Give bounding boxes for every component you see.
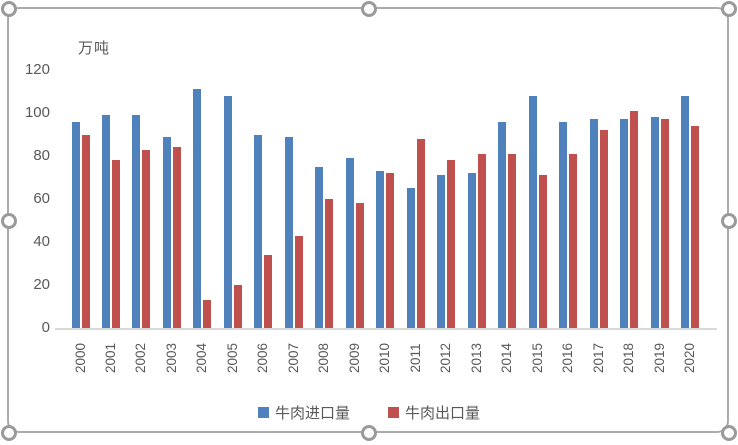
- bar-牛肉进口量-2018[interactable]: [620, 119, 629, 328]
- y-axis-tick-label: 80: [33, 147, 50, 164]
- bar-牛肉出口量-2015[interactable]: [538, 175, 547, 328]
- x-axis-tick-label: 2019: [651, 342, 667, 374]
- bar-牛肉进口量-2006[interactable]: [254, 134, 263, 328]
- x-axis-tick-label: 2005: [224, 342, 240, 374]
- bar-牛肉出口量-2002[interactable]: [142, 149, 151, 328]
- x-axis-tick-label: 2000: [72, 342, 88, 374]
- bar-牛肉进口量-2002[interactable]: [132, 115, 141, 328]
- bar-牛肉出口量-2019[interactable]: [660, 119, 669, 328]
- y-axis-tick-label: 0: [41, 319, 50, 336]
- bar-牛肉进口量-2003[interactable]: [162, 136, 171, 328]
- bar-牛肉出口量-2016[interactable]: [569, 153, 578, 328]
- bar-牛肉出口量-2013[interactable]: [477, 153, 486, 328]
- x-axis-line: [55, 328, 717, 330]
- bar-牛肉进口量-2019[interactable]: [650, 117, 659, 328]
- x-axis-tick-label: 2007: [285, 342, 301, 374]
- bar-牛肉出口量-2014[interactable]: [508, 153, 517, 328]
- legend-item[interactable]: 牛肉进口量: [257, 402, 350, 423]
- axis-unit-label: 万吨: [78, 40, 111, 57]
- x-axis-tick-label: 2008: [316, 342, 332, 374]
- bar-牛肉出口量-2018[interactable]: [630, 110, 639, 328]
- y-axis-tick-label: 120: [24, 61, 50, 78]
- bar-牛肉进口量-2013[interactable]: [467, 173, 476, 328]
- bar-牛肉进口量-2008[interactable]: [315, 166, 324, 328]
- x-axis-tick-label: 2013: [468, 342, 484, 374]
- bar-牛肉进口量-2000[interactable]: [71, 121, 80, 328]
- bar-牛肉出口量-2004[interactable]: [203, 300, 212, 328]
- x-axis-tick-label: 2017: [590, 342, 606, 374]
- bar-牛肉进口量-2011[interactable]: [406, 188, 415, 328]
- bar-牛肉进口量-2020[interactable]: [681, 95, 690, 328]
- bar-牛肉进口量-2004[interactable]: [193, 89, 202, 328]
- resize-handle-top-right[interactable]: [720, 0, 737, 17]
- x-axis-tick-label: 2002: [133, 342, 149, 374]
- legend-swatch-icon: [388, 407, 399, 418]
- resize-handle-bottom-right[interactable]: [720, 424, 737, 441]
- x-axis-tick-label: 2003: [163, 342, 179, 374]
- bar-牛肉进口量-2014[interactable]: [498, 121, 507, 328]
- bar-牛肉进口量-2016[interactable]: [559, 121, 568, 328]
- bar-牛肉出口量-2006[interactable]: [264, 254, 273, 328]
- legend-label: 牛肉出口量: [405, 405, 481, 422]
- resize-handle-middle-left[interactable]: [0, 212, 17, 229]
- bar-牛肉进口量-2017[interactable]: [589, 119, 598, 328]
- bar-牛肉出口量-2012[interactable]: [447, 160, 456, 328]
- resize-handle-bottom-middle[interactable]: [360, 424, 377, 441]
- x-axis-tick-label: 2006: [255, 342, 271, 374]
- bar-牛肉出口量-2009[interactable]: [355, 203, 364, 328]
- bar-牛肉出口量-2007[interactable]: [294, 235, 303, 328]
- y-axis-tick-label: 100: [24, 104, 50, 121]
- bar-牛肉进口量-2012[interactable]: [437, 175, 446, 328]
- bar-牛肉出口量-2000[interactable]: [81, 134, 90, 328]
- bar-牛肉进口量-2007[interactable]: [284, 136, 293, 328]
- bar-牛肉出口量-2010[interactable]: [386, 173, 395, 328]
- resize-handle-middle-right[interactable]: [720, 212, 737, 229]
- x-axis-tick-label: 2011: [407, 343, 423, 373]
- x-axis-tick-label: 2018: [621, 342, 637, 374]
- bar-牛肉进口量-2010[interactable]: [376, 171, 385, 328]
- legend-swatch-icon: [257, 407, 269, 418]
- bar-牛肉出口量-2005[interactable]: [233, 285, 242, 328]
- y-axis-tick-label: 40: [33, 233, 50, 250]
- y-axis-tick-label: 60: [33, 190, 50, 207]
- legend-label: 牛肉进口量: [274, 405, 350, 422]
- x-axis-tick-label: 2004: [194, 342, 210, 374]
- bar-牛肉进口量-2015[interactable]: [528, 95, 537, 328]
- bar-牛肉进口量-2009[interactable]: [345, 158, 354, 328]
- bar-牛肉出口量-2011[interactable]: [416, 138, 425, 328]
- x-axis-tick-label: 2016: [560, 342, 576, 374]
- bar-牛肉出口量-2003[interactable]: [172, 147, 181, 328]
- x-axis-tick-label: 2009: [346, 342, 362, 374]
- bar-牛肉出口量-2017[interactable]: [599, 130, 608, 328]
- bar-牛肉出口量-2001[interactable]: [111, 160, 120, 328]
- bar-牛肉出口量-2020[interactable]: [691, 125, 700, 328]
- x-axis-tick-label: 2001: [102, 342, 118, 374]
- chart-legend: 牛肉进口量 牛肉出口量: [0, 402, 738, 423]
- y-axis-tick-label: 20: [33, 276, 50, 293]
- resize-handle-bottom-left[interactable]: [0, 424, 17, 441]
- bar-牛肉出口量-2008[interactable]: [325, 199, 334, 328]
- x-axis-tick-label: 2012: [438, 342, 454, 374]
- x-axis-tick-label: 2014: [499, 342, 515, 374]
- resize-handle-top-middle[interactable]: [360, 0, 377, 17]
- resize-handle-top-left[interactable]: [0, 0, 17, 17]
- x-axis-tick-label: 2020: [682, 342, 698, 374]
- bar-牛肉进口量-2005[interactable]: [223, 95, 232, 328]
- x-axis-tick-label: 2015: [529, 342, 545, 374]
- legend-item[interactable]: 牛肉出口量: [388, 402, 480, 423]
- bar-牛肉进口量-2001[interactable]: [101, 115, 110, 328]
- x-axis-tick-label: 2010: [377, 342, 393, 374]
